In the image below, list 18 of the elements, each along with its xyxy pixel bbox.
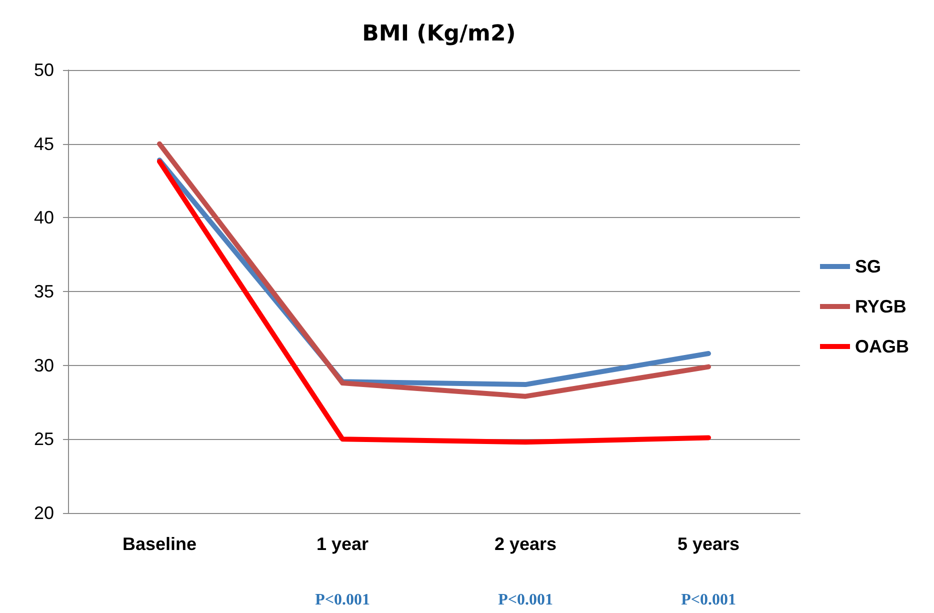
- y-tick-label: 25: [34, 429, 54, 450]
- chart-title: BMI (Kg/m2): [362, 22, 516, 46]
- text: P<0.001: [681, 592, 736, 608]
- x-tick-label: Baseline: [122, 534, 197, 554]
- legend-label: OAGB: [855, 336, 909, 356]
- y-tick-label: 20: [34, 503, 54, 523]
- text: P<0.001: [315, 592, 370, 608]
- x-tick-label: 1 year: [316, 534, 369, 554]
- y-tick-label: 30: [34, 355, 54, 376]
- y-tick-label: 40: [34, 208, 54, 228]
- text: P<0.001: [498, 592, 553, 608]
- y-tick-label: 45: [34, 134, 54, 154]
- legend-label: RYGB: [855, 296, 906, 316]
- x-tick-label: 5 years: [677, 534, 740, 554]
- y-tick-label: 50: [34, 60, 54, 80]
- legend-label: SG: [855, 256, 882, 276]
- y-tick-label: 35: [34, 282, 54, 302]
- x-tick-label: 2 years: [494, 534, 557, 554]
